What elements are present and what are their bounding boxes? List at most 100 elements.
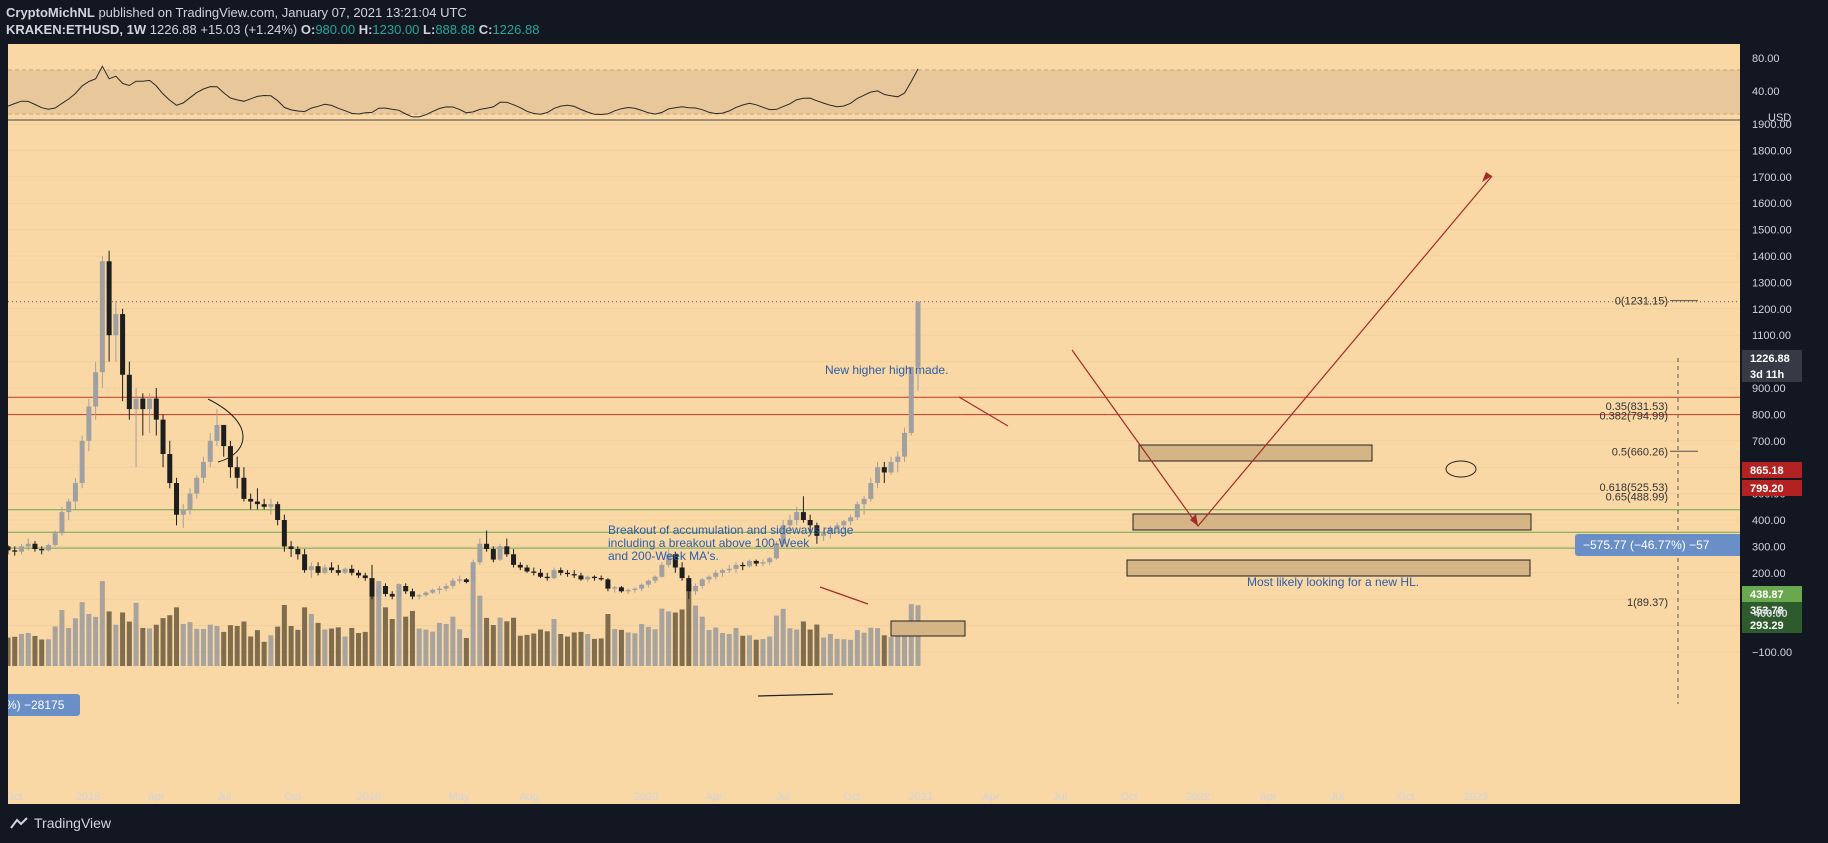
- candle-body: [639, 584, 645, 589]
- candle-body: [147, 398, 153, 410]
- candle-body: [726, 568, 732, 571]
- candle-body: [403, 586, 409, 592]
- volume-bar: [315, 622, 321, 666]
- tradingview-logo-icon: [10, 817, 28, 829]
- open-value: 980.00: [315, 22, 356, 37]
- volume-bar: [720, 633, 726, 666]
- candle-body: [477, 543, 483, 563]
- zone-box-1[interactable]: [1138, 444, 1373, 462]
- price-tag-bg: [1742, 480, 1802, 496]
- accumulation-box[interactable]: [890, 620, 966, 637]
- x-tick-label: May: [449, 791, 470, 803]
- zone-box-3[interactable]: [1126, 559, 1531, 577]
- x-tick-label: 2018: [76, 791, 100, 803]
- volume-bar: [753, 639, 759, 666]
- projection-arrow-down: [1190, 514, 1198, 526]
- candle-body: [302, 554, 308, 571]
- volume-bar: [794, 629, 800, 666]
- volume-bar: [18, 634, 24, 666]
- annotation-text[interactable]: New higher high made.: [825, 363, 948, 377]
- volume-bar: [79, 602, 85, 666]
- annotation-text[interactable]: and 200-Week MA's.: [608, 549, 719, 563]
- chart-header: CryptoMichNL published on TradingView.co…: [0, 0, 1828, 44]
- rsi-line: [8, 65, 919, 118]
- candle-body: [753, 560, 759, 564]
- candle-body: [800, 512, 806, 520]
- price-tag-label: 865.18: [1750, 465, 1784, 477]
- time-axis[interactable]: Oct 2018 Apr Jul Oct 2019 May Aug 2020 Apr Jul Oct 2…: [8, 787, 1740, 805]
- candle-body: [436, 588, 442, 590]
- volume-bar: [369, 581, 375, 666]
- candle-body: [807, 520, 813, 526]
- measure-tag[interactable]: −575.77 (−46.77%) −57: [1575, 534, 1740, 556]
- candle-body: [174, 483, 180, 515]
- author-name[interactable]: CryptoMichNL: [6, 5, 95, 20]
- x-tick-label: Jul: [217, 791, 231, 803]
- volume-bar: [666, 611, 672, 666]
- candle-body: [133, 398, 139, 410]
- candle-body: [430, 589, 436, 593]
- publish-info: published on TradingView.com, January 07…: [94, 5, 467, 20]
- candle-body: [160, 419, 166, 454]
- candle-body: [423, 592, 429, 596]
- fib-label: 0(1231.15): [1615, 296, 1668, 308]
- volume-bar: [93, 616, 99, 666]
- symbol-label[interactable]: KRAKEN:ETHUSD, 1W: [6, 22, 147, 37]
- candle-body: [895, 456, 901, 462]
- volume-bar: [254, 630, 260, 666]
- open-label: O:: [300, 22, 316, 37]
- volume-tag[interactable]: %) −28175: [8, 694, 80, 716]
- volume-tag-bg: [8, 694, 80, 716]
- candle-body: [693, 586, 699, 592]
- right-axis[interactable]: 80.00 40.00 USD 1900.00 1800.00 1700.00 160…: [1740, 44, 1828, 804]
- price-tag-bg: [1742, 462, 1802, 478]
- volume-bar: [787, 628, 793, 666]
- volume-bar: [160, 618, 166, 666]
- curved-arrow: [207, 398, 244, 463]
- y-tick-label: 1100.00: [1752, 330, 1791, 342]
- volume-bar: [585, 634, 591, 666]
- candle-body: [207, 440, 213, 462]
- volume-bar: [484, 617, 490, 666]
- candle-body: [93, 372, 99, 407]
- candle-body: [578, 575, 584, 580]
- candle-body: [794, 512, 800, 520]
- candle-body: [342, 568, 348, 573]
- volume-bar: [726, 634, 732, 666]
- x-tick-label: 2020: [634, 791, 658, 803]
- x-tick-label: Aug: [519, 791, 539, 803]
- volume-bar: [632, 633, 638, 666]
- volume-bar: [234, 626, 240, 666]
- candle-body: [780, 525, 786, 544]
- candle-body: [248, 498, 254, 502]
- candle-body: [288, 546, 294, 550]
- y-tick-label: −100.00: [1752, 647, 1792, 659]
- brand[interactable]: TradingView: [10, 815, 111, 831]
- price-tag-label: 3d 11h: [1750, 369, 1785, 381]
- volume-bar: [605, 614, 611, 666]
- annotation-text[interactable]: Breakout of accumulation and sideways ra…: [608, 523, 854, 537]
- volume-bar: [72, 618, 78, 666]
- volume-bar: [25, 633, 31, 666]
- candle-body: [329, 567, 335, 571]
- volume-bar: [389, 619, 395, 666]
- candle-body: [618, 587, 624, 592]
- candle-body: [8, 546, 11, 551]
- x-tick-label: Oct: [284, 791, 301, 803]
- volume-bars: [8, 581, 921, 666]
- zone-box-2[interactable]: [1132, 513, 1532, 531]
- x-tick-label: Oct: [1120, 791, 1137, 803]
- candle-body: [45, 545, 51, 551]
- ohlc-line: KRAKEN:ETHUSD, 1W 1226.88 +15.03 (+1.24%…: [6, 22, 539, 37]
- price-tag-label: 400.00: [1754, 608, 1788, 620]
- volume-bar: [268, 635, 274, 666]
- x-tick-label: Jul: [1053, 791, 1067, 803]
- candle-body: [86, 406, 92, 441]
- annotation-text[interactable]: Most likely looking for a new HL.: [1247, 575, 1419, 589]
- candle-body: [760, 562, 766, 564]
- annotation-text[interactable]: including a breakout above 100-Week: [608, 536, 810, 550]
- annotations: New higher high made. Breakout of accumul…: [608, 363, 1419, 589]
- volume-bar: [12, 636, 18, 666]
- price-chart[interactable]: 0(1231.15) 0.35(831.53)0.382(794.99) 0.5(6…: [8, 44, 1740, 804]
- candle-body: [126, 374, 132, 410]
